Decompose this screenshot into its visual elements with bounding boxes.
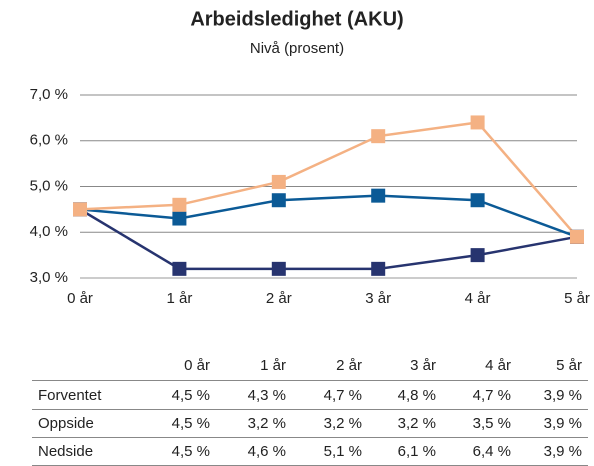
table-cell: 6,1 %	[398, 443, 436, 460]
series-line	[79, 194, 578, 238]
table-cell: 6,4 %	[473, 443, 511, 460]
marker	[371, 188, 386, 203]
table-cell: 4,7 %	[473, 387, 511, 404]
table-cell: 3,2 %	[324, 415, 362, 432]
marker	[73, 202, 87, 217]
marker	[470, 248, 485, 263]
table-header: 5 år	[556, 357, 582, 374]
marker	[371, 129, 386, 144]
x-tick-label: 0 år	[67, 290, 93, 307]
y-tick-label: 3,0 %	[30, 269, 68, 286]
table-cell: 4,8 %	[398, 387, 436, 404]
table-row-label: Nedside	[38, 443, 93, 460]
marker	[470, 193, 485, 208]
chart-title: Arbeidsledighet (AKU)	[190, 8, 403, 30]
table-cell: 4,6 %	[248, 443, 286, 460]
x-tick-label: 3 år	[365, 290, 391, 307]
series-line	[79, 208, 578, 271]
marker	[271, 261, 286, 276]
y-tick-label: 5,0 %	[30, 177, 68, 194]
table-header: 2 år	[336, 357, 362, 374]
table-cell: 4,5 %	[172, 415, 210, 432]
table-header: 0 år	[184, 357, 210, 374]
y-tick-label: 7,0 %	[30, 86, 68, 103]
table-cell: 4,3 %	[248, 387, 286, 404]
table-cell: 3,5 %	[473, 415, 511, 432]
table-cell: 3,9 %	[544, 443, 582, 460]
x-tick-label: 5 år	[564, 290, 590, 307]
y-tick-label: 4,0 %	[30, 223, 68, 240]
table-cell: 4,5 %	[172, 387, 210, 404]
x-tick-label: 2 år	[266, 290, 292, 307]
table-cell: 4,7 %	[324, 387, 362, 404]
table-row-label: Forventet	[38, 387, 102, 404]
table-row-label: Oppside	[38, 415, 94, 432]
table-cell: 4,5 %	[172, 443, 210, 460]
table-header: 1 år	[260, 357, 286, 374]
table-cell: 3,9 %	[544, 387, 582, 404]
marker	[271, 193, 286, 208]
marker	[172, 211, 187, 226]
table-cell: 3,9 %	[544, 415, 582, 432]
marker	[271, 174, 286, 189]
table-header: 4 år	[485, 357, 511, 374]
y-tick-label: 6,0 %	[30, 132, 68, 149]
series-line	[79, 121, 578, 238]
x-tick-label: 1 år	[166, 290, 192, 307]
marker	[371, 261, 386, 276]
marker	[570, 229, 584, 244]
table-cell: 5,1 %	[324, 443, 362, 460]
chart-subtitle: Nivå (prosent)	[250, 40, 344, 57]
table-cell: 3,2 %	[398, 415, 436, 432]
marker	[470, 115, 485, 130]
table-cell: 3,2 %	[248, 415, 286, 432]
x-tick-label: 4 år	[465, 290, 491, 307]
marker	[172, 197, 187, 212]
table-header: 3 år	[410, 357, 436, 374]
marker	[172, 261, 187, 276]
